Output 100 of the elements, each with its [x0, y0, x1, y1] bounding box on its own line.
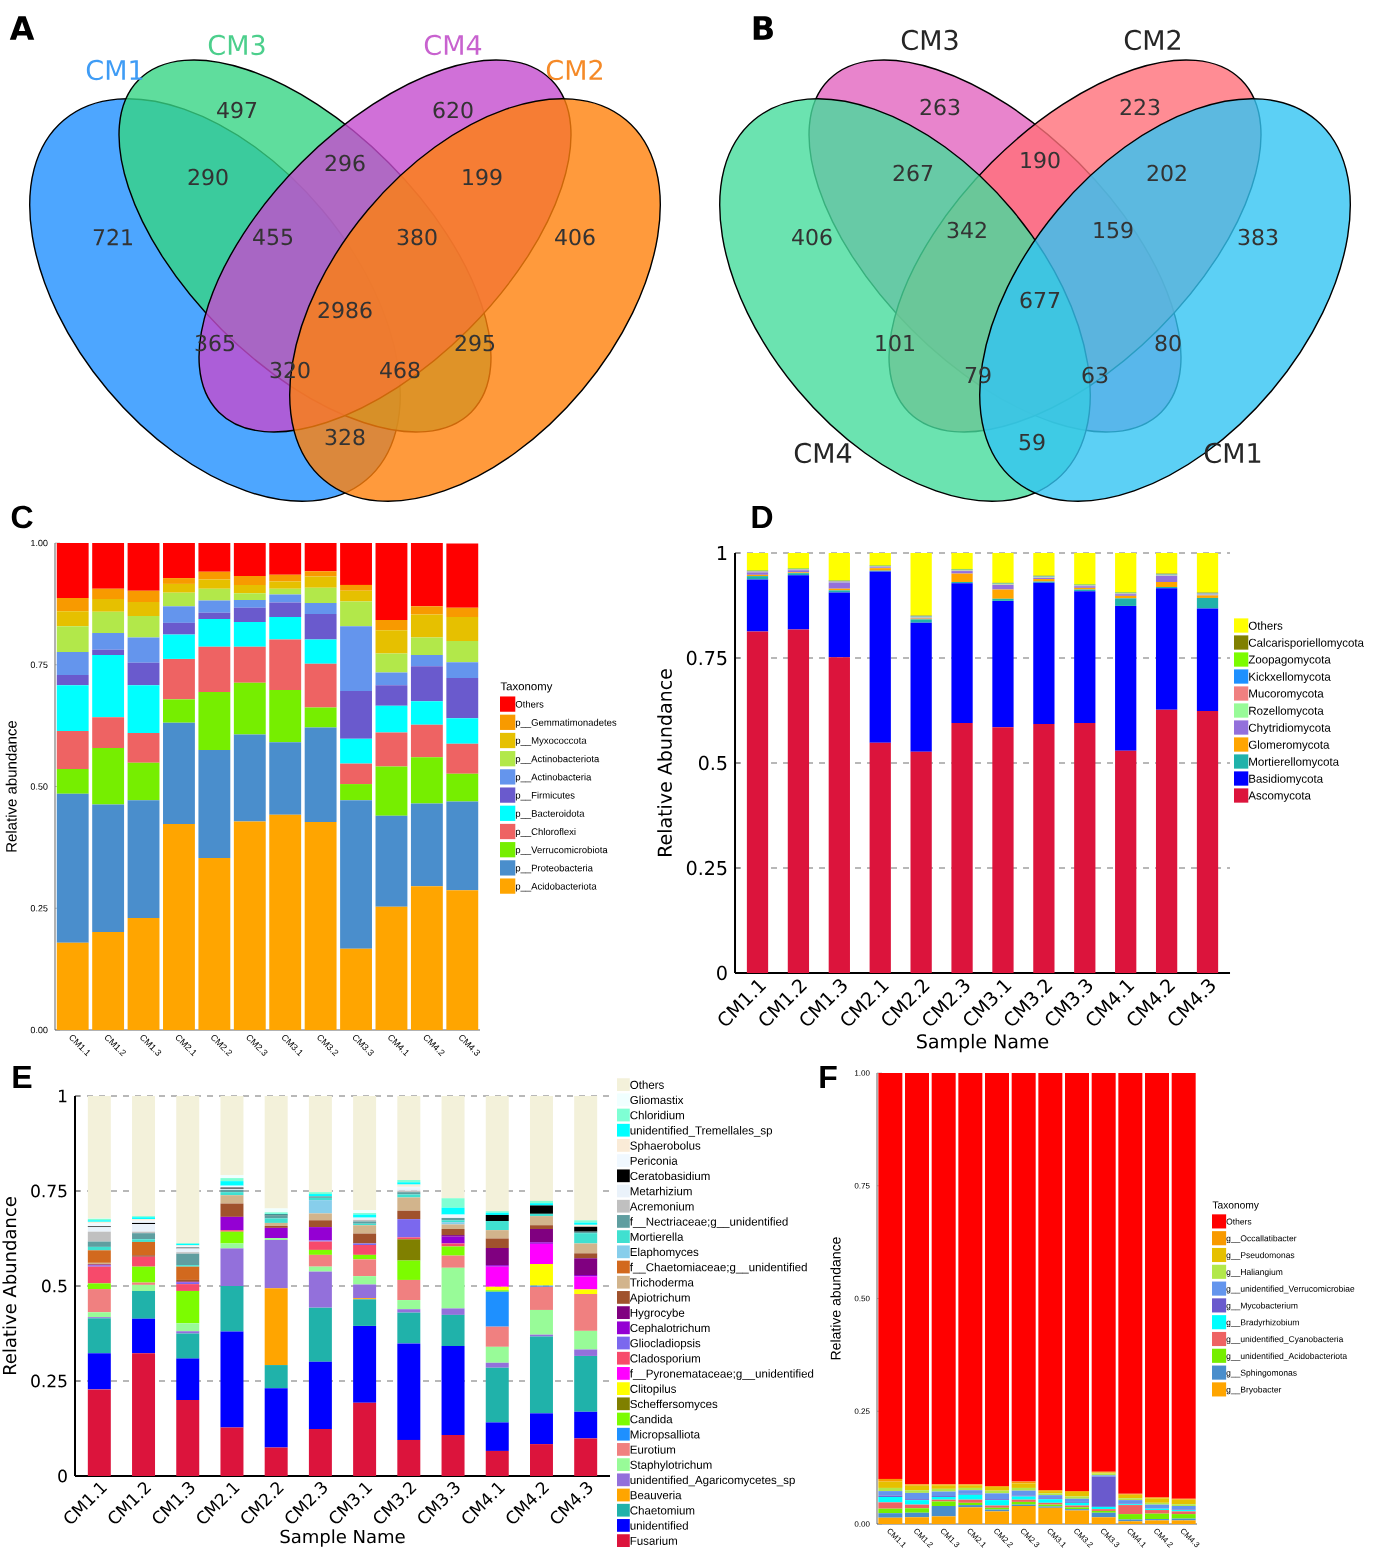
legend-label: Basidiomycota: [1249, 774, 1324, 786]
legend-label: g__Mycobacterium: [1226, 1302, 1298, 1311]
legend-label: unidentified_Agaricomycetes_sp: [630, 1475, 795, 1487]
text: CM2: [1124, 29, 1180, 51]
legend-label: Hygrocybe: [630, 1308, 685, 1320]
text: CM3: [901, 29, 958, 51]
legend-label: Mortierella: [630, 1232, 684, 1241]
text: 342: [947, 221, 986, 239]
text: CM4: [424, 34, 482, 56]
x-axis-title: Sample Name: [280, 1529, 405, 1547]
text: 101: [876, 334, 914, 352]
y-tick-label: 0.75: [854, 1182, 870, 1189]
text: 2986: [318, 301, 372, 319]
text: A: [9, 16, 35, 40]
text: 455: [253, 228, 293, 246]
y-tick-label: 1.00: [854, 1070, 870, 1076]
text: 406: [792, 228, 832, 246]
legend-label: Periconia: [630, 1156, 678, 1165]
legend-label: Ascomycota: [1248, 791, 1311, 802]
text: 383: [1238, 228, 1278, 246]
legend-label: p__Firmicutes: [515, 791, 575, 801]
legend-label: p__Gemmatimonadetes: [515, 718, 617, 728]
legend-label: Clitopilus: [630, 1384, 677, 1396]
legend-label: Mortierellomycota: [1249, 757, 1340, 769]
legend-label: Fusarium: [630, 1536, 677, 1545]
text: CM3: [208, 34, 265, 56]
text: 290: [188, 168, 228, 186]
legend-label: p__Bacteroidota: [515, 809, 585, 819]
legend-label: Chloridium: [630, 1110, 684, 1120]
y-axis-title: Relative Abundance: [2, 1197, 17, 1375]
text: 328: [325, 428, 365, 446]
legend-label: Acremonium: [629, 1202, 694, 1211]
legend-label: g__Occallatibacter: [1226, 1235, 1297, 1244]
text: 59: [1019, 433, 1045, 451]
legend-label: Eurotium: [630, 1445, 676, 1454]
legend-label: Apiotrichum: [629, 1293, 690, 1304]
legend-label: Mucoromycota: [1249, 689, 1324, 700]
legend-label: g__Sphingomonas: [1226, 1369, 1297, 1378]
text: 202: [1147, 164, 1186, 182]
legend-label: Chytridiomycota: [1248, 723, 1331, 735]
text: B: [753, 16, 773, 40]
text: CM1: [86, 59, 143, 81]
legend-label: Glomeromycota: [1248, 740, 1330, 752]
legend-label: Beauveria: [630, 1490, 682, 1500]
y-tick-label: 0.25: [686, 860, 727, 876]
text: 199: [463, 168, 502, 186]
legend-label: f__Chaetomiaceae;g__unidentified: [629, 1262, 807, 1274]
legend-label: g__Bryobacter: [1226, 1386, 1282, 1395]
y-tick-label: 0.25: [854, 1408, 870, 1415]
legend-label: p__Actinobacteria: [515, 773, 592, 783]
y-axis-title: Relative abundance: [5, 720, 17, 852]
chart-title: D: [752, 506, 773, 529]
legend-label: p__Myxococcota: [515, 737, 587, 746]
legend-title: Taxonomy: [500, 682, 553, 693]
text: 721: [93, 228, 132, 246]
text: 295: [455, 334, 495, 352]
y-tick-label: 0.25: [30, 905, 48, 912]
legend-label: Others: [1226, 1218, 1252, 1225]
y-tick-label: 0.00: [30, 1026, 48, 1034]
y-tick-label: 0.5: [698, 755, 727, 771]
legend-label: Others: [630, 1080, 664, 1089]
legend-label: Sphaerobolus: [630, 1141, 701, 1152]
y-tick-label: 0.00: [854, 1521, 870, 1527]
y-tick-label: 0.5: [42, 1279, 67, 1293]
legend-label: p__Proteobacteria: [515, 864, 593, 874]
text: 677: [1020, 291, 1060, 309]
y-tick-label: 1: [717, 546, 727, 560]
legend-label: Elaphomyces: [630, 1247, 699, 1259]
text: 190: [1021, 151, 1060, 169]
legend-label: unidentified_Tremellales_sp: [630, 1126, 773, 1137]
text: 380: [397, 228, 437, 246]
y-tick-label: 0.75: [30, 661, 48, 668]
legend-label: g__unidentified_Cyanobacteria: [1226, 1335, 1344, 1344]
legend-label: Cladosporium: [630, 1354, 700, 1365]
legend-label: Ceratobasidium: [630, 1171, 710, 1181]
legend-label: g__Pseudomonas: [1226, 1251, 1295, 1260]
legend-label: Zoopagomycota: [1248, 655, 1331, 666]
text: 406: [555, 228, 595, 246]
legend-title: Taxonomy: [1212, 1201, 1259, 1211]
text: CM1: [1204, 442, 1261, 464]
text: 267: [893, 164, 933, 182]
text: 80: [1155, 334, 1181, 352]
legend-label: Micropsalliota: [630, 1430, 701, 1441]
chart-title: F: [820, 1066, 837, 1089]
legend-label: Metarhizium: [630, 1186, 692, 1196]
legend-label: Rozellomycota: [1249, 706, 1324, 718]
legend-label: p__Actinobacteriota: [515, 755, 600, 765]
x-axis-title: Sample Name: [917, 1033, 1049, 1053]
legend-label: Candida: [630, 1414, 673, 1424]
legend-label: p__Verrucomicrobiota: [515, 846, 608, 856]
text: CM2: [546, 59, 602, 81]
legend-label: Trichoderma: [630, 1278, 694, 1287]
y-tick-label: 0: [58, 1469, 67, 1483]
legend-label: f__Nectriaceae;g__unidentified: [629, 1217, 788, 1228]
text: 263: [920, 98, 960, 116]
legend-label: Gliocladiopsis: [630, 1338, 701, 1350]
legend-label: g__Haliangium: [1226, 1268, 1283, 1277]
legend-label: Chaetomium: [630, 1506, 695, 1515]
y-axis-title: Relative abundance: [830, 1237, 841, 1360]
legend-label: Staphylotrichum: [630, 1460, 712, 1472]
